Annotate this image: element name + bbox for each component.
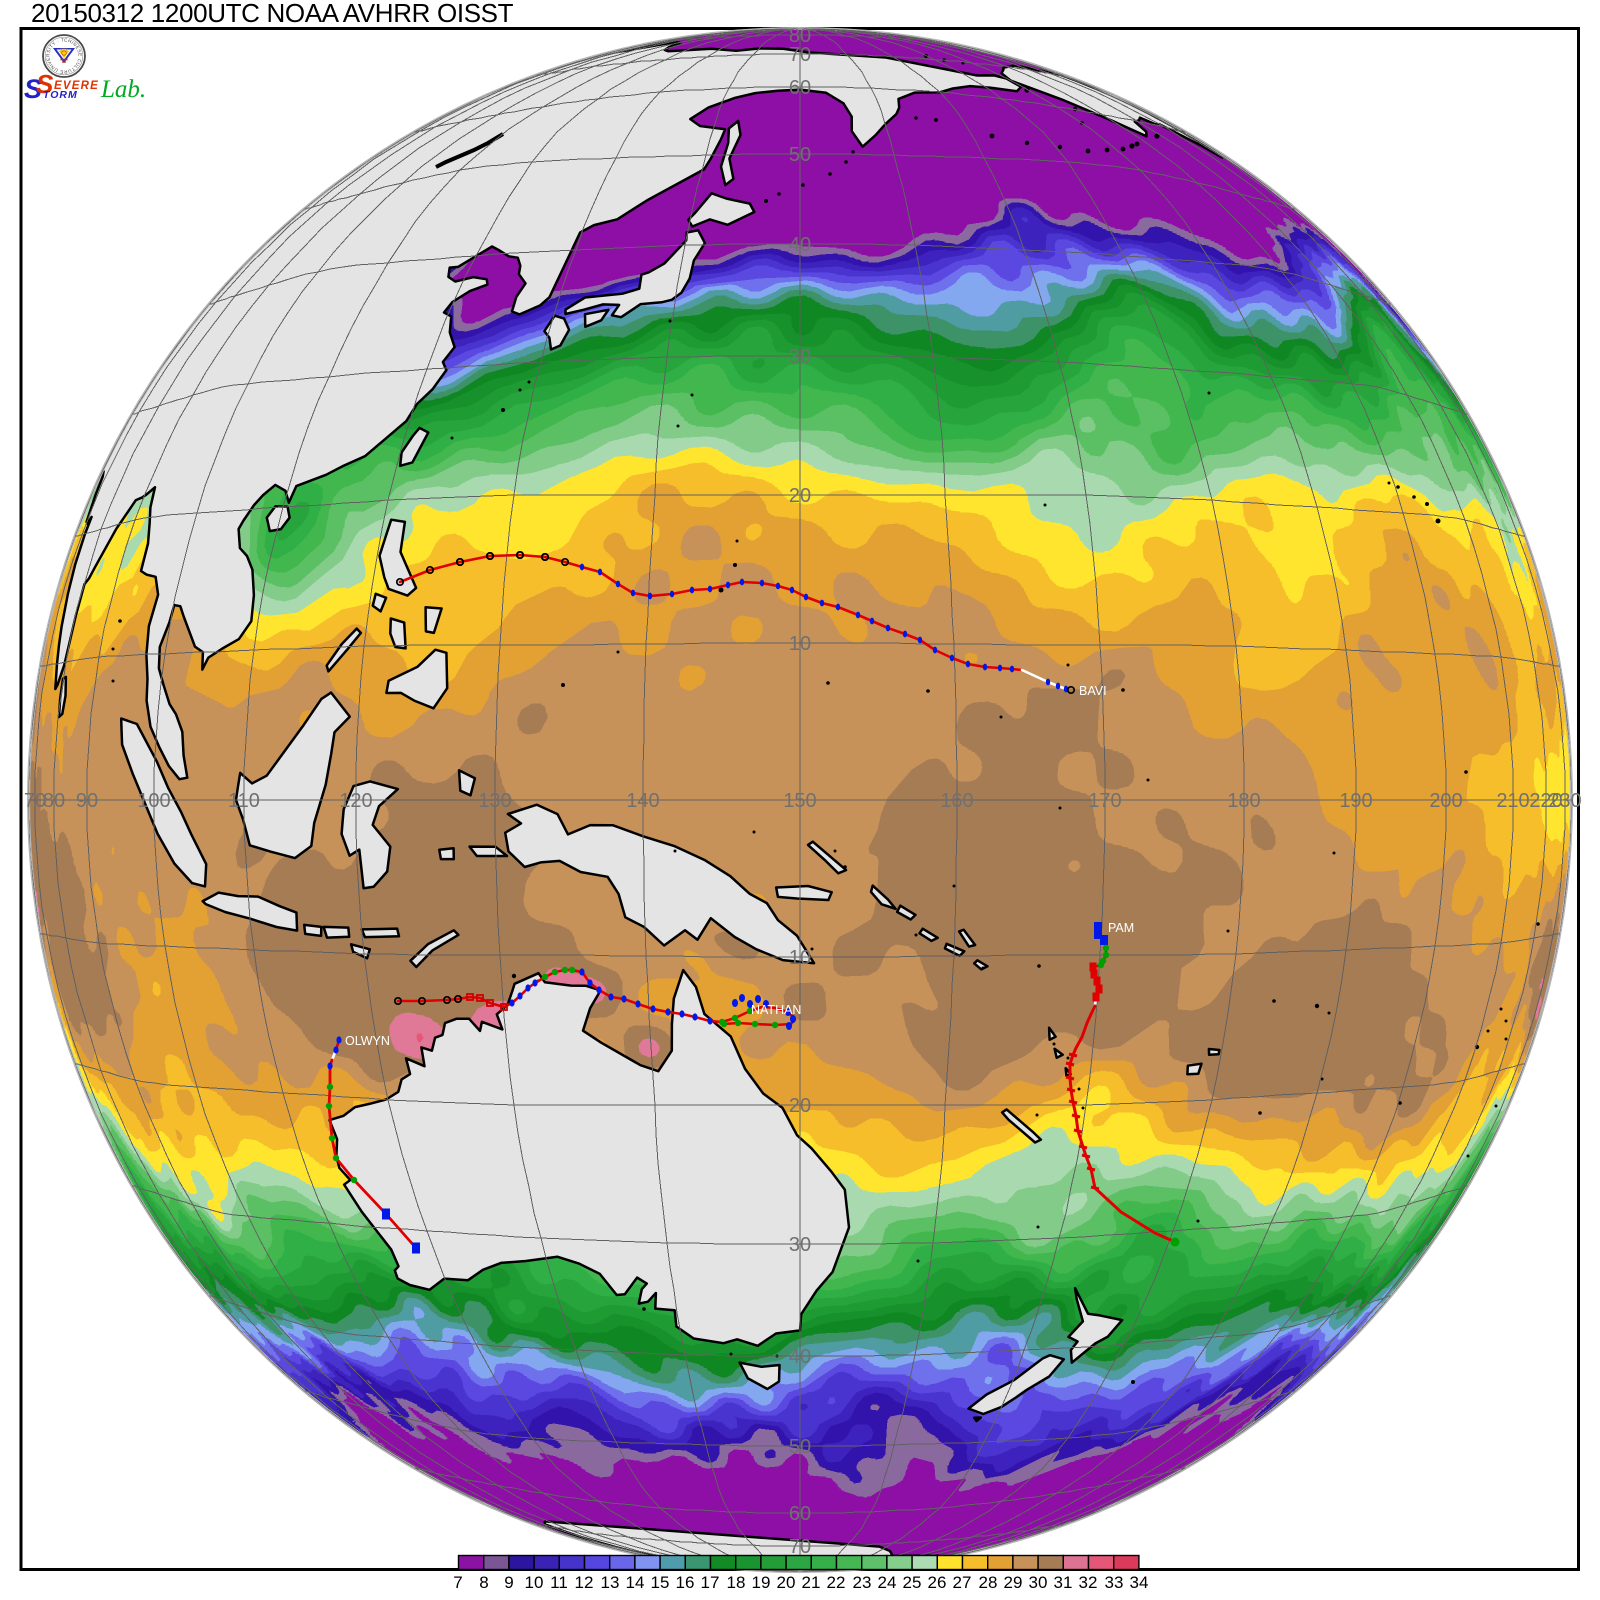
svg-text:140: 140	[626, 790, 659, 812]
svg-text:23: 23	[853, 1573, 872, 1592]
svg-text:40: 40	[789, 1346, 811, 1368]
svg-text:24: 24	[878, 1573, 897, 1592]
svg-text:8: 8	[479, 1573, 488, 1592]
svg-text:70: 70	[24, 790, 46, 812]
svg-text:110: 110	[228, 790, 260, 812]
svg-text:33: 33	[1105, 1573, 1124, 1592]
svg-text:10: 10	[525, 1573, 544, 1592]
svg-text:S: S	[24, 74, 42, 104]
svg-text:19: 19	[752, 1573, 771, 1592]
svg-text:OLWYN: OLWYN	[345, 1034, 390, 1048]
svg-text:EVERE: EVERE	[54, 80, 99, 92]
svg-text:200: 200	[1429, 790, 1462, 812]
svg-text:80: 80	[43, 790, 65, 812]
svg-text:150: 150	[783, 790, 816, 812]
svg-text:NATHAN: NATHAN	[751, 1003, 801, 1017]
svg-text:30: 30	[789, 346, 811, 368]
svg-text:28: 28	[979, 1573, 998, 1592]
svg-text:S: S	[36, 69, 54, 99]
svg-text:29: 29	[1004, 1573, 1023, 1592]
svg-text:20: 20	[777, 1573, 796, 1592]
svg-text:31: 31	[1054, 1573, 1073, 1592]
svg-text:11: 11	[550, 1573, 568, 1592]
svg-text:9: 9	[504, 1573, 513, 1592]
svg-text:220: 220	[1529, 790, 1562, 812]
svg-text:17: 17	[701, 1573, 720, 1592]
svg-text:90: 90	[76, 790, 98, 812]
svg-text:27: 27	[953, 1573, 972, 1592]
svg-text:130: 130	[478, 790, 511, 812]
svg-text:14: 14	[626, 1573, 645, 1592]
svg-text:230: 230	[1548, 790, 1581, 812]
svg-text:16: 16	[676, 1573, 695, 1592]
svg-text:20150312 1200UTC NOAA AVHRR OI: 20150312 1200UTC NOAA AVHRR OISST	[31, 0, 514, 28]
svg-text:40: 40	[789, 234, 811, 256]
svg-text:13: 13	[601, 1573, 620, 1592]
svg-text:10: 10	[789, 947, 811, 969]
svg-text:7: 7	[453, 1573, 462, 1592]
svg-text:TORM: TORM	[43, 89, 78, 101]
svg-text:50: 50	[789, 144, 811, 166]
svg-text:BAVI: BAVI	[1079, 684, 1107, 698]
svg-text:21: 21	[802, 1573, 821, 1592]
svg-text:32: 32	[1079, 1573, 1098, 1592]
svg-text:80: 80	[789, 25, 811, 47]
svg-text:190: 190	[1339, 790, 1372, 812]
svg-text:70: 70	[789, 44, 811, 66]
svg-text:60: 60	[789, 1503, 811, 1525]
svg-text:15: 15	[651, 1573, 670, 1592]
svg-text:Lab.: Lab.	[100, 76, 146, 103]
svg-text:70: 70	[789, 1536, 811, 1558]
svg-text:20: 20	[789, 1095, 811, 1117]
svg-text:10: 10	[789, 633, 811, 655]
svg-text:26: 26	[928, 1573, 947, 1592]
svg-text:30: 30	[1029, 1573, 1048, 1592]
svg-text:25: 25	[903, 1573, 922, 1592]
svg-text:22: 22	[827, 1573, 846, 1592]
svg-text:30: 30	[789, 1234, 811, 1256]
svg-text:PAM: PAM	[1108, 921, 1134, 935]
svg-text:180: 180	[1227, 790, 1260, 812]
svg-text:12: 12	[575, 1573, 594, 1592]
svg-text:210: 210	[1496, 790, 1529, 812]
svg-text:34: 34	[1130, 1573, 1149, 1592]
svg-text:18: 18	[727, 1573, 746, 1592]
svg-text:60: 60	[789, 77, 811, 99]
svg-text:20: 20	[789, 485, 811, 507]
svg-text:100: 100	[137, 790, 170, 812]
svg-text:160: 160	[940, 790, 973, 812]
svg-text:120: 120	[339, 790, 372, 812]
svg-text:50: 50	[789, 1436, 811, 1458]
svg-text:170: 170	[1088, 790, 1121, 812]
